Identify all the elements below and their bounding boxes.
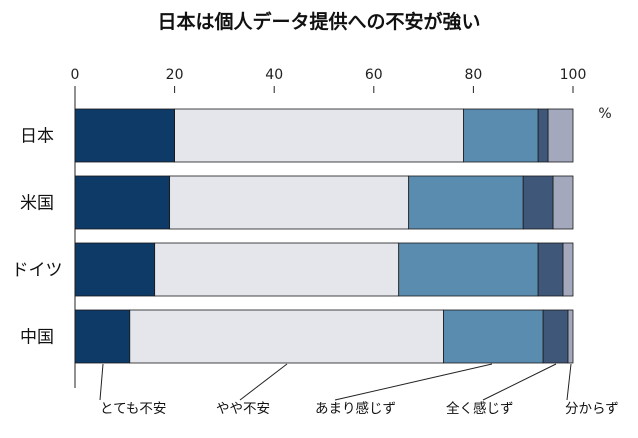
bar-segment [463,108,539,163]
legend-label: とても不安 [100,401,166,417]
legend-leader-line [99,363,104,401]
bar-segment [562,242,574,297]
category-label: 日本 [20,127,54,147]
legend-label: 全く感じず [446,400,514,417]
x-tick-label: 40 [265,67,283,83]
unit-label: % [598,106,611,122]
x-tick-label: 60 [365,67,383,83]
category-label: 米国 [20,194,54,214]
bar-segment [547,108,574,163]
bar-segment [74,309,131,364]
bar-segment [567,309,574,364]
chart-title: 日本は個人データ提供への不安が強い [157,10,480,33]
bar-segment [537,242,564,297]
legend-leader-line [334,363,493,401]
bar-segment [74,242,156,297]
x-tick-label: 0 [71,67,80,83]
legend-label: 分からず [565,401,619,417]
bar-segment [542,309,569,364]
bar-segment [169,175,410,230]
x-tick-label: 100 [560,67,587,83]
legend: とても不安 やや不安 あまり感じず 全く感じず 分からず [99,363,619,417]
bar-segment [398,242,539,297]
bar-segment [74,175,171,230]
bar-segment [443,309,544,364]
bars [74,108,574,364]
legend-leader-line [482,363,557,401]
bar-segment [552,175,574,230]
bar-segment [174,108,464,163]
bar-segment [522,175,554,230]
bar-segment [154,242,400,297]
bar-segment [537,108,549,163]
legend-leader-line [566,363,572,401]
legend-leader-line [239,363,288,401]
bar-segment [129,309,444,364]
x-tick-label: 20 [166,67,184,83]
legend-label: あまり感じず [315,400,396,417]
x-tick-label: 80 [464,67,482,83]
category-label: 中国 [20,328,54,348]
bar-segment [408,175,524,230]
bar-segment [74,108,175,163]
legend-label: やや不安 [216,401,270,417]
category-label: ドイツ [12,261,63,281]
